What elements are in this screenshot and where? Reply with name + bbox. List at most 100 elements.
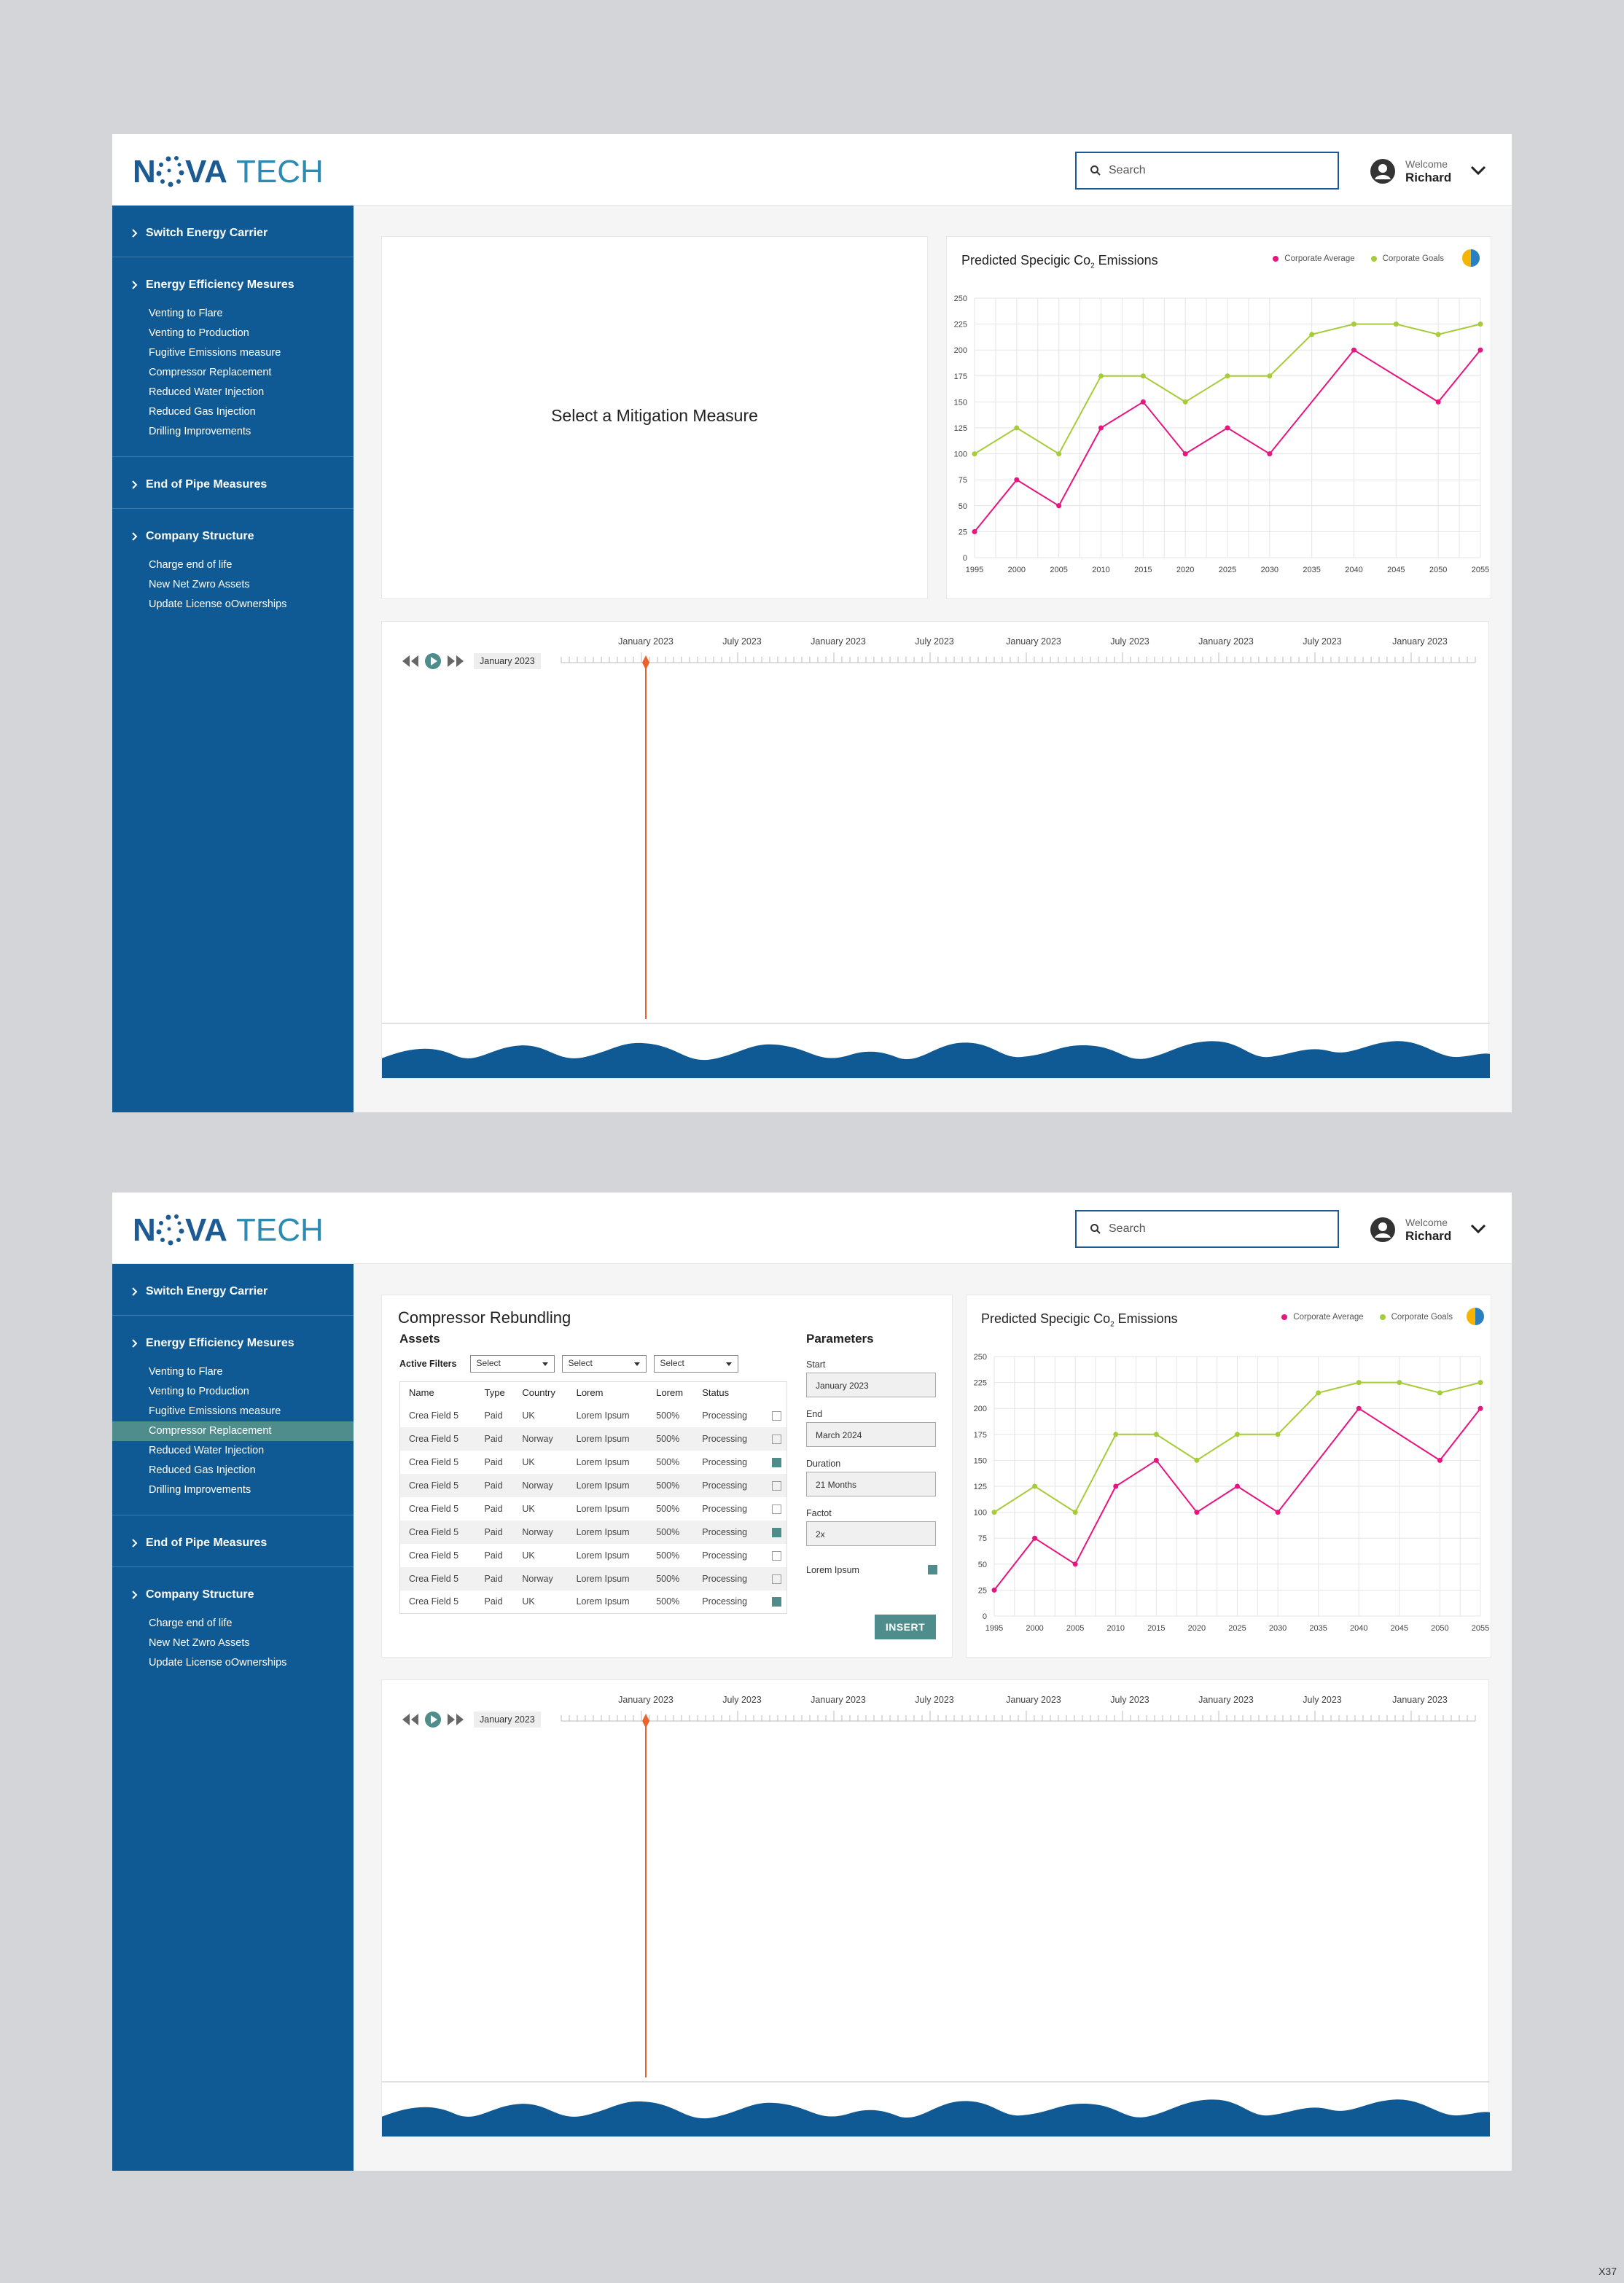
row-checkbox[interactable] bbox=[771, 1410, 781, 1421]
compressor-panel: Compressor Rebundling Assets Active Filt… bbox=[381, 1295, 953, 1658]
table-row[interactable]: Crea Field 5 Paid Norway Lorem Ipsum 500% Pro… bbox=[399, 1473, 787, 1497]
data-point bbox=[1235, 1432, 1240, 1437]
cell-status: Processing bbox=[702, 1550, 748, 1561]
factor-field[interactable]: 2x bbox=[806, 1521, 936, 1546]
sidebar-item-venting-to-production[interactable]: Venting to Production bbox=[149, 1386, 249, 1397]
sidebar-item-venting-to-flare[interactable]: Venting to Flare bbox=[149, 308, 223, 319]
sidebar-item-new-net-zero-assets[interactable]: New Net Zwro Assets bbox=[149, 579, 250, 590]
row-checkbox[interactable] bbox=[771, 1504, 781, 1514]
table-row[interactable]: Crea Field 5 Paid Norway Lorem Ipsum 500% Pro… bbox=[399, 1520, 787, 1544]
sidebar-item-drilling-improvements[interactable]: Drilling Improvements bbox=[149, 1484, 251, 1496]
rewind-icon[interactable] bbox=[401, 1712, 420, 1727]
table-row[interactable]: Crea Field 5 Paid Norway Lorem Ipsum 500% Pro… bbox=[399, 1566, 787, 1591]
row-checkbox[interactable] bbox=[771, 1457, 781, 1467]
table-row[interactable]: Crea Field 5 Paid UK Lorem Ipsum 500% Process… bbox=[400, 1451, 787, 1474]
play-icon[interactable] bbox=[424, 652, 442, 670]
row-checkbox[interactable] bbox=[771, 1527, 781, 1537]
sidebar-section-label: End of Pipe Measures bbox=[146, 1537, 268, 1549]
lorem-option-checkbox[interactable] bbox=[928, 1565, 937, 1574]
column-header[interactable]: Name bbox=[409, 1387, 434, 1399]
sidebar-item-venting-to-flare[interactable]: Venting to Flare bbox=[149, 1366, 223, 1378]
sidebar-section-energy-efficiency[interactable]: Energy Efficiency Mesures bbox=[112, 1335, 354, 1352]
svg-text:N: N bbox=[133, 154, 156, 190]
sidebar-item-compressor-replacement[interactable]: Compressor Replacement bbox=[112, 1421, 354, 1441]
sidebar-section-company-structure[interactable]: Company Structure bbox=[112, 528, 354, 545]
column-header[interactable]: Status bbox=[702, 1387, 730, 1399]
column-header[interactable]: Lorem bbox=[576, 1387, 604, 1399]
user-menu[interactable]: Welcome Richard bbox=[1370, 1211, 1502, 1248]
fast-forward-icon[interactable] bbox=[446, 654, 465, 668]
cell-name: Crea Field 5 bbox=[399, 1427, 476, 1451]
sidebar-section-switch-energy-carrier[interactable]: Switch Energy Carrier bbox=[112, 225, 354, 242]
sidebar-item-update-license[interactable]: Update License oOwnerships bbox=[149, 598, 287, 610]
filter-select[interactable]: Select bbox=[561, 1355, 647, 1373]
cell-lorem2: 500% bbox=[656, 1550, 680, 1561]
row-checkbox[interactable] bbox=[771, 1550, 781, 1561]
sidebar-item-drilling-improvements[interactable]: Drilling Improvements bbox=[149, 426, 251, 437]
sidebar-item-charge-end-of-life[interactable]: Charge end of life bbox=[149, 559, 233, 571]
column-header[interactable]: Country bbox=[522, 1387, 555, 1399]
wave-graphic bbox=[382, 1023, 1490, 1078]
x-tick-label: 2015 bbox=[1147, 1624, 1165, 1633]
novatech-logo[interactable]: N VA TECH bbox=[133, 149, 337, 192]
table-row[interactable]: Crea Field 5 Paid UK Lorem Ipsum 500% Process… bbox=[400, 1591, 787, 1614]
data-point bbox=[1437, 1457, 1443, 1463]
pie-chart-icon[interactable] bbox=[1461, 249, 1480, 268]
filter-select[interactable]: Select bbox=[653, 1355, 738, 1373]
cell-status: Processing bbox=[702, 1410, 748, 1421]
column-header[interactable]: Lorem bbox=[656, 1387, 684, 1399]
sidebar-item-charge-end-of-life[interactable]: Charge end of life bbox=[149, 1617, 233, 1629]
search-placeholder: Search bbox=[1109, 164, 1146, 176]
chevron-down-icon[interactable] bbox=[1469, 1222, 1487, 1236]
rewind-icon[interactable] bbox=[401, 654, 420, 668]
chevron-down-icon[interactable] bbox=[1469, 163, 1487, 178]
pie-chart-icon[interactable] bbox=[1466, 1307, 1485, 1326]
filter-select[interactable]: Select bbox=[469, 1355, 555, 1373]
dropdown-arrow-icon bbox=[725, 1362, 732, 1366]
data-point bbox=[1351, 347, 1356, 353]
novatech-logo[interactable]: N VA TECH bbox=[133, 1207, 337, 1251]
timeline-ruler[interactable] bbox=[382, 1680, 1490, 2088]
end-field[interactable]: March 2024 bbox=[806, 1422, 936, 1447]
sidebar-item-new-net-zero-assets[interactable]: New Net Zwro Assets bbox=[149, 1637, 250, 1649]
sidebar-section-energy-efficiency[interactable]: Energy Efficiency Mesures bbox=[112, 276, 354, 294]
row-checkbox[interactable] bbox=[771, 1434, 781, 1444]
timeline-ruler[interactable] bbox=[382, 622, 1490, 1030]
column-header[interactable]: Type bbox=[484, 1387, 505, 1399]
y-tick-label: 75 bbox=[959, 476, 967, 485]
sidebar-item-fugitive-emissions[interactable]: Fugitive Emissions measure bbox=[149, 347, 281, 359]
search-box[interactable]: Search bbox=[1075, 1210, 1339, 1248]
data-point bbox=[1356, 1405, 1362, 1411]
sidebar-section-end-of-pipe[interactable]: End of Pipe Measures bbox=[112, 1534, 354, 1552]
search-box[interactable]: Search bbox=[1075, 152, 1339, 190]
sidebar-section-end-of-pipe[interactable]: End of Pipe Measures bbox=[112, 476, 354, 493]
sidebar-item-reduced-water-injection[interactable]: Reduced Water Injection bbox=[149, 386, 265, 398]
row-checkbox[interactable] bbox=[771, 1597, 781, 1607]
start-field[interactable]: January 2023 bbox=[806, 1373, 936, 1397]
sidebar-section-label: Switch Energy Carrier bbox=[146, 1285, 268, 1297]
sidebar-item-reduced-water-injection[interactable]: Reduced Water Injection bbox=[149, 1445, 265, 1456]
fast-forward-icon[interactable] bbox=[446, 1712, 465, 1727]
sidebar-section-company-structure[interactable]: Company Structure bbox=[112, 1586, 354, 1604]
sidebar-item-update-license[interactable]: Update License oOwnerships bbox=[149, 1657, 287, 1669]
y-tick-label: 100 bbox=[954, 450, 967, 459]
sidebar-item-venting-to-production[interactable]: Venting to Production bbox=[149, 327, 249, 339]
sidebar-item-reduced-gas-injection[interactable]: Reduced Gas Injection bbox=[149, 406, 256, 418]
sidebar-item-fugitive-emissions[interactable]: Fugitive Emissions measure bbox=[149, 1405, 281, 1417]
row-checkbox[interactable] bbox=[771, 1574, 781, 1584]
cell-type: Paid bbox=[484, 1503, 503, 1514]
sidebar-item-compressor-replacement[interactable]: Compressor Replacement bbox=[149, 367, 272, 378]
play-icon[interactable] bbox=[424, 1711, 442, 1728]
table-row[interactable]: Crea Field 5 Paid UK Lorem Ipsum 500% Process… bbox=[400, 1404, 787, 1427]
row-checkbox[interactable] bbox=[771, 1480, 781, 1491]
user-menu[interactable]: Welcome Richard bbox=[1370, 153, 1502, 190]
sidebar-section-switch-energy-carrier[interactable]: Switch Energy Carrier bbox=[112, 1283, 354, 1300]
sidebar-item-reduced-gas-injection[interactable]: Reduced Gas Injection bbox=[149, 1464, 256, 1476]
timeline-card: January 2023 January 2023 July 2023 Janu… bbox=[381, 621, 1490, 1079]
cell-lorem1: Lorem Ipsum bbox=[567, 1566, 648, 1591]
table-row[interactable]: Crea Field 5 Paid UK Lorem Ipsum 500% Process… bbox=[400, 1544, 787, 1567]
table-row[interactable]: Crea Field 5 Paid UK Lorem Ipsum 500% Process… bbox=[400, 1497, 787, 1521]
insert-button[interactable]: INSERT bbox=[875, 1615, 936, 1639]
table-row[interactable]: Crea Field 5 Paid Norway Lorem Ipsum 500% Pro… bbox=[399, 1427, 787, 1451]
duration-field[interactable]: 21 Months bbox=[806, 1472, 936, 1496]
